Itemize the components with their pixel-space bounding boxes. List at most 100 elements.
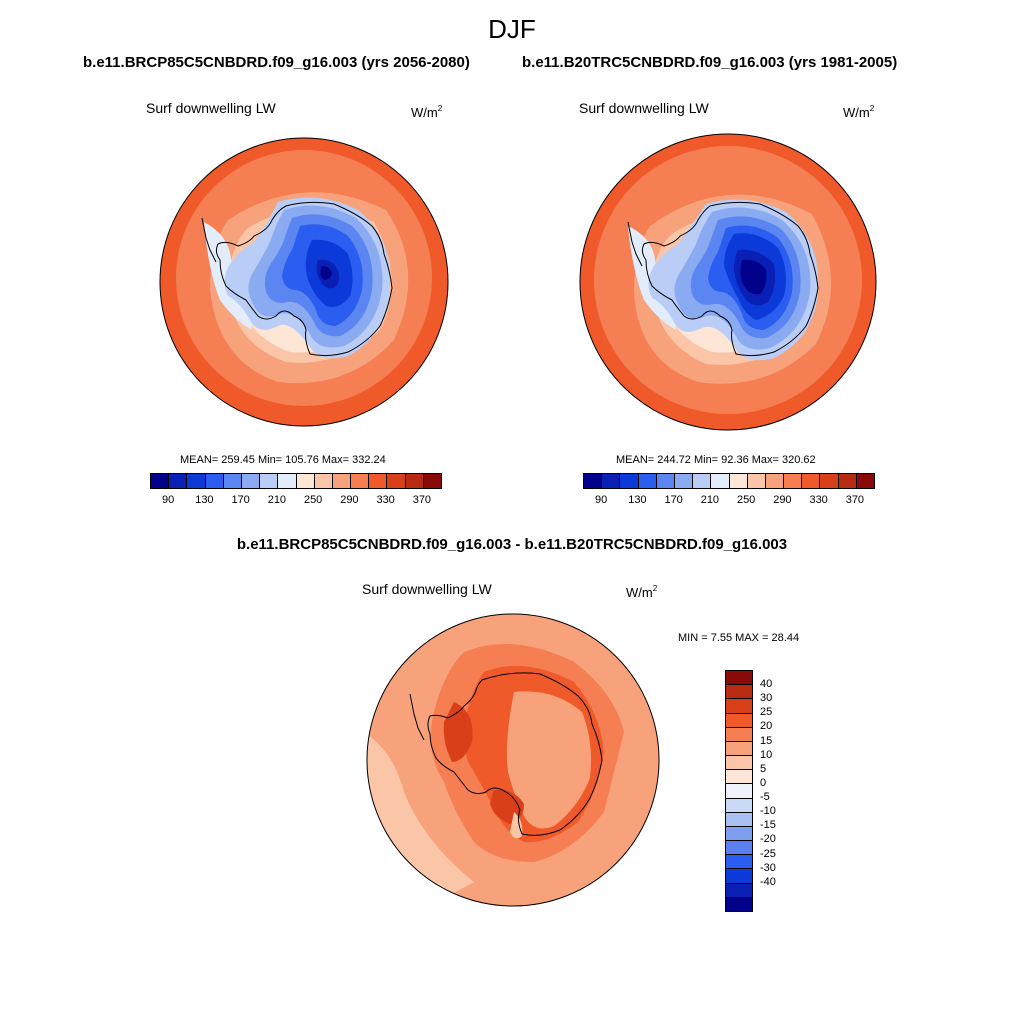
colorbar-tick-label: 40: [760, 678, 773, 691]
left-colorbar: [150, 473, 442, 489]
colorbar-swatch: [584, 474, 603, 488]
colorbar-swatch: [369, 474, 388, 488]
diff-colorbar: [725, 670, 753, 912]
left-case-title: b.e11.BRCP85C5CNBDRD.f09_g16.003 (yrs 20…: [83, 54, 470, 71]
right-case-title: b.e11.B20TRC5CNBDRD.f09_g16.003 (yrs 198…: [522, 54, 898, 71]
colorbar-swatch: [241, 474, 261, 488]
colorbar-swatch: [726, 826, 752, 842]
colorbar-tick-label: 330: [376, 494, 395, 506]
colorbar-tick-label: 210: [700, 494, 720, 506]
diff-variable-label: Surf downwelling LW: [362, 581, 492, 597]
colorbar-swatch: [726, 841, 752, 856]
colorbar-swatch: [726, 671, 752, 686]
colorbar-tick-label: -15: [760, 819, 776, 832]
colorbar-tick-label: 20: [760, 720, 773, 733]
colorbar-tick-label: 330: [809, 494, 828, 506]
diff-units-label: W/m2: [626, 584, 658, 600]
figure-title: DJF: [488, 14, 536, 44]
colorbar-tick-label: 15: [760, 734, 773, 747]
colorbar-tick-label: 5: [760, 762, 767, 775]
colorbar-swatch: [351, 474, 370, 488]
colorbar-swatch: [726, 855, 752, 870]
colorbar-swatch: [726, 784, 752, 799]
left-polar-map: [159, 137, 449, 427]
colorbar-swatch: [602, 474, 621, 488]
colorbar-tick-label: 130: [195, 494, 214, 506]
colorbar-tick-label: 370: [845, 494, 865, 506]
colorbar-tick-label: 290: [773, 494, 792, 506]
colorbar-swatch: [726, 897, 752, 911]
colorbar-tick-label: -25: [760, 847, 776, 860]
colorbar-swatch: [726, 741, 752, 757]
colorbar-tick-label: 170: [231, 494, 250, 506]
colorbar-tick-label: -10: [760, 805, 776, 818]
colorbar-swatch: [656, 474, 675, 488]
right-variable-label: Surf downwelling LW: [579, 100, 709, 116]
colorbar-swatch: [726, 699, 752, 714]
right-stats: MEAN= 244.72 Min= 92.36 Max= 320.62: [616, 454, 816, 466]
colorbar-swatch: [693, 474, 712, 488]
diff-stats: MIN = 7.55 MAX = 28.44: [678, 632, 800, 644]
right-polar-map: [579, 133, 877, 431]
right-colorbar-labels: 90 130 170 210 250 290 330 370: [583, 494, 873, 508]
colorbar-swatch: [278, 474, 297, 488]
left-stats: MEAN= 259.45 Min= 105.76 Max= 332.24: [180, 454, 386, 466]
colorbar-swatch: [205, 474, 224, 488]
colorbar-swatch: [260, 474, 279, 488]
colorbar-swatch: [187, 474, 206, 488]
colorbar-swatch: [856, 474, 874, 488]
colorbar-swatch: [151, 474, 170, 488]
colorbar-swatch: [765, 474, 785, 488]
colorbar-tick-label: -40: [760, 875, 776, 888]
colorbar-swatch: [423, 474, 441, 488]
colorbar-swatch: [332, 474, 352, 488]
colorbar-tick-label: 250: [303, 494, 323, 506]
colorbar-swatch: [726, 756, 752, 771]
colorbar-tick-label: 210: [267, 494, 287, 506]
colorbar-swatch: [726, 812, 752, 827]
colorbar-tick-label: -30: [760, 861, 776, 874]
difference-title: b.e11.BRCP85C5CNBDRD.f09_g16.003 - b.e11…: [236, 536, 788, 553]
colorbar-swatch: [726, 713, 752, 728]
colorbar-swatch: [726, 685, 752, 700]
left-units-label: W/m2: [411, 104, 443, 120]
colorbar-swatch: [820, 474, 839, 488]
colorbar-swatch: [314, 474, 333, 488]
left-colorbar-labels: 90 130 170 210 250 290 330 370: [150, 494, 440, 508]
colorbar-tick-label: -20: [760, 833, 776, 846]
colorbar-tick-label: 10: [760, 748, 773, 761]
colorbar-swatch: [674, 474, 694, 488]
right-units-label: W/m2: [843, 104, 875, 120]
colorbar-swatch: [223, 474, 242, 488]
colorbar-swatch: [726, 727, 752, 742]
colorbar-tick-label: 250: [736, 494, 756, 506]
right-colorbar: [583, 473, 875, 489]
colorbar-swatch: [620, 474, 639, 488]
colorbar-swatch: [802, 474, 821, 488]
colorbar-tick-label: 370: [412, 494, 432, 506]
colorbar-swatch: [729, 474, 748, 488]
colorbar-tick-label: 25: [760, 706, 773, 719]
colorbar-swatch: [726, 798, 752, 813]
colorbar-tick-label: 0: [760, 776, 767, 789]
colorbar-swatch: [169, 474, 188, 488]
colorbar-swatch: [838, 474, 857, 488]
colorbar-swatch: [726, 869, 752, 884]
colorbar-swatch: [747, 474, 766, 488]
colorbar-tick-label: -5: [760, 791, 770, 804]
colorbar-swatch: [711, 474, 730, 488]
colorbar-swatch: [296, 474, 315, 488]
difference-polar-map: [366, 613, 660, 907]
left-variable-label: Surf downwelling LW: [146, 100, 276, 116]
colorbar-tick-label: 170: [664, 494, 683, 506]
colorbar-swatch: [387, 474, 406, 488]
colorbar-swatch: [784, 474, 803, 488]
colorbar-swatch: [726, 770, 752, 785]
colorbar-tick-label: 30: [760, 692, 773, 705]
colorbar-swatch: [405, 474, 424, 488]
colorbar-tick-label: 90: [162, 494, 175, 506]
colorbar-tick-label: 90: [595, 494, 608, 506]
diff-colorbar-labels: 40 30 25 20 15 10 5 0 -5 -10 -15 -20 -25 -30 -40: [760, 670, 800, 910]
colorbar-swatch: [726, 883, 752, 898]
colorbar-tick-label: 290: [340, 494, 359, 506]
